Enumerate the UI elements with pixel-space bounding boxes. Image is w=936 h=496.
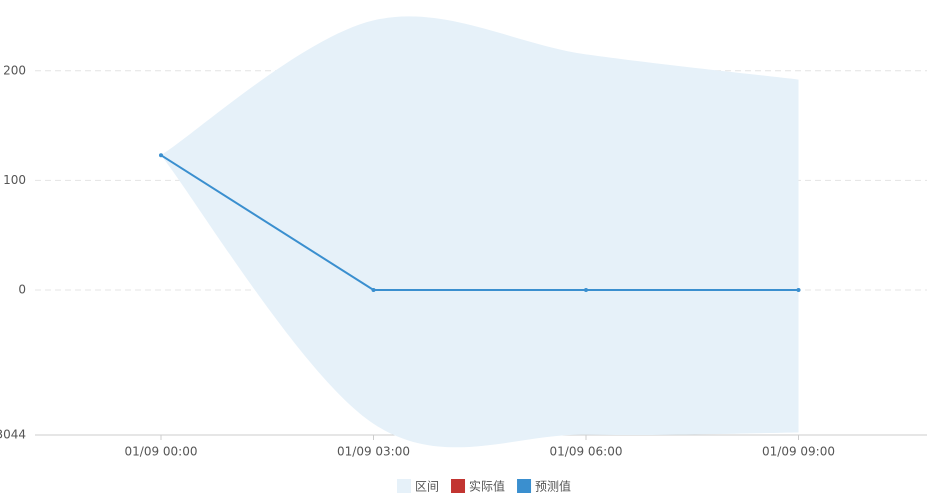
series-point — [796, 287, 801, 292]
legend: 区间 实际值 预测值 — [397, 479, 571, 494]
x-tick-label: 01/09 06:00 — [550, 445, 623, 459]
y-tick-label: 100 — [3, 173, 26, 187]
series-line — [160, 154, 799, 291]
x-tick-label: 01/09 03:00 — [337, 445, 410, 459]
y-tick-label: 200 — [3, 63, 26, 77]
series-point — [159, 153, 163, 158]
x-tick-label: 01/09 00:00 — [125, 445, 198, 459]
legend-swatch — [451, 479, 466, 493]
legend-label: 区间 — [415, 480, 439, 494]
legend-swatch — [397, 479, 411, 493]
y-tick-label: 0 — [18, 282, 26, 296]
series-point — [584, 287, 588, 292]
series-point — [371, 287, 376, 292]
legend-label: 预测值 — [535, 479, 571, 494]
x-tick-label: 01/09 09:00 — [762, 445, 835, 459]
legend-label: 实际值 — [469, 479, 505, 494]
y-tick-label: -132.3044 — [0, 428, 26, 442]
legend-swatch — [517, 479, 532, 493]
interval-band — [161, 16, 799, 448]
